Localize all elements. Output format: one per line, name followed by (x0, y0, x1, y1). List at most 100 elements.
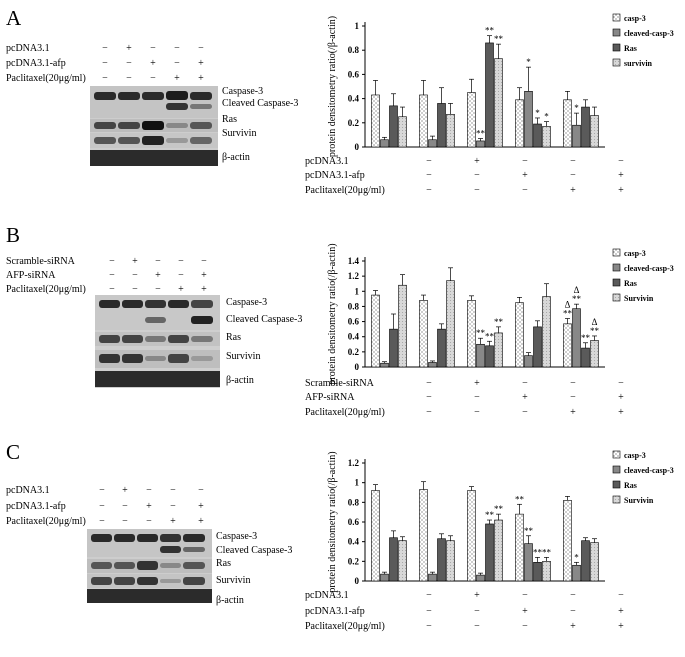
band-label: Ras (216, 558, 231, 569)
condition-label: pcDNA3.1-afp (305, 606, 365, 617)
bar (389, 537, 398, 582)
condition-sign: − (618, 590, 624, 601)
condition-sign: − (426, 156, 432, 167)
significance-mark: ** (476, 328, 486, 338)
bar (371, 490, 380, 582)
panel-letter: A (6, 6, 22, 30)
blot-sign: + (198, 73, 204, 84)
condition-sign: − (522, 407, 528, 418)
bar (437, 538, 446, 582)
condition-sign: − (570, 606, 576, 617)
bar (419, 300, 428, 368)
significance-mark: ** (485, 26, 495, 36)
bar-chart: 0 0.2 0.4 0.6 0.8 1 1.2 protein densitometry ra… (305, 450, 674, 632)
blot-sign: − (150, 43, 156, 54)
blot-sign: − (198, 43, 204, 54)
blot-sign: − (109, 270, 115, 281)
bar (494, 519, 503, 582)
blot-sign: + (170, 516, 176, 527)
condition-label: AFP-siRNA (305, 392, 355, 403)
blot-block: Scramble-siRNA AFP-siRNA Paclitaxel(20μg… (0, 215, 330, 415)
condition-sign: − (522, 590, 528, 601)
band-label: Caspase-3 (222, 86, 264, 97)
y-tick-label: 0.4 (348, 332, 360, 342)
condition-sign: + (570, 185, 576, 196)
bar (428, 139, 437, 148)
significance-mark: ** (590, 326, 600, 336)
blot-sign: − (155, 284, 161, 295)
blot-sign: − (102, 43, 108, 54)
condition-sign: + (570, 621, 576, 632)
condition-sign: + (618, 185, 624, 196)
y-tick-label: 1 (355, 478, 360, 488)
bar (476, 343, 485, 368)
y-tick-label: 0.6 (348, 517, 360, 527)
condition-label: pcDNA3.1 (305, 590, 349, 601)
condition-sign: + (570, 407, 576, 418)
condition-sign: − (474, 392, 480, 403)
panel-a: A pcDNA3.1 pcDNA3.1-afp Paclitaxel(20μg/… (0, 0, 685, 215)
blot-sign: + (198, 58, 204, 69)
y-tick-label: 0.2 (348, 556, 360, 566)
bar (467, 300, 476, 368)
condition-label: Paclitaxel(20μg/ml) (305, 621, 385, 632)
bar (533, 326, 542, 368)
significance-mark: ** (494, 317, 504, 327)
condition-sign: + (618, 392, 624, 403)
band-label: Survivin (222, 128, 257, 139)
blot-sign: − (132, 270, 138, 281)
y-tick-label: 1 (355, 21, 360, 31)
condition-label: Paclitaxel(20μg/ml) (305, 185, 385, 196)
significance-mark: ** (524, 526, 534, 536)
western-blot-image (95, 295, 220, 388)
bar (446, 540, 455, 582)
significance-mark: ** (485, 331, 495, 341)
legend-label: Survivin (624, 496, 654, 505)
condition-sign: − (570, 156, 576, 167)
blot-sign: − (126, 73, 132, 84)
blot-sign: − (109, 284, 115, 295)
condition-sign: − (426, 378, 432, 389)
band-label: Cleaved Caspase-3 (226, 314, 303, 325)
blot-sign: + (198, 516, 204, 527)
bar (494, 332, 503, 368)
condition-sign: − (474, 606, 480, 617)
blot-sign: − (174, 43, 180, 54)
legend-swatch (612, 248, 621, 257)
bar (542, 296, 551, 368)
condition-sign: − (474, 621, 480, 632)
bar (485, 345, 494, 368)
y-tick-label: 0.4 (348, 537, 360, 547)
panel-c: C pcDNA3.1 pcDNA3.1-afp Paclitaxel(20μg/… (0, 435, 685, 657)
blot-row-label: pcDNA3.1-afp (6, 58, 66, 69)
band-label: β-actin (222, 152, 250, 163)
significance-mark: * (526, 57, 531, 67)
blot-sign: − (150, 73, 156, 84)
blot-sign: − (201, 256, 207, 267)
y-tick-label: 0 (355, 576, 360, 586)
band-label: Cleaved Caspase-3 (222, 98, 299, 109)
bar (590, 542, 599, 582)
panel-b: B Scramble-siRNA AFP-siRNA Paclitaxel(20… (0, 215, 685, 435)
y-tick-label: 0.6 (348, 317, 360, 327)
bar (515, 513, 524, 582)
blot-sign: − (102, 58, 108, 69)
bar (371, 94, 380, 148)
y-tick-label: 0.8 (348, 497, 360, 507)
blot-sign: − (122, 501, 128, 512)
condition-sign: − (570, 170, 576, 181)
blot-sign: + (146, 501, 152, 512)
significance-mark: * (535, 108, 540, 118)
significance-mark: ** (494, 504, 504, 514)
y-axis-label: protein densitometry ratio(/β-actin) (327, 243, 338, 384)
band-label: β-actin (216, 595, 244, 606)
bar (437, 328, 446, 368)
panel-letter: B (6, 223, 21, 247)
significance-mark: Δ (565, 300, 571, 310)
blot-sign: + (126, 43, 132, 54)
legend-label: Survivin (624, 294, 654, 303)
condition-sign: − (474, 185, 480, 196)
blot-sign: + (198, 501, 204, 512)
western-blot-image (90, 86, 218, 166)
condition-sign: − (426, 170, 432, 181)
